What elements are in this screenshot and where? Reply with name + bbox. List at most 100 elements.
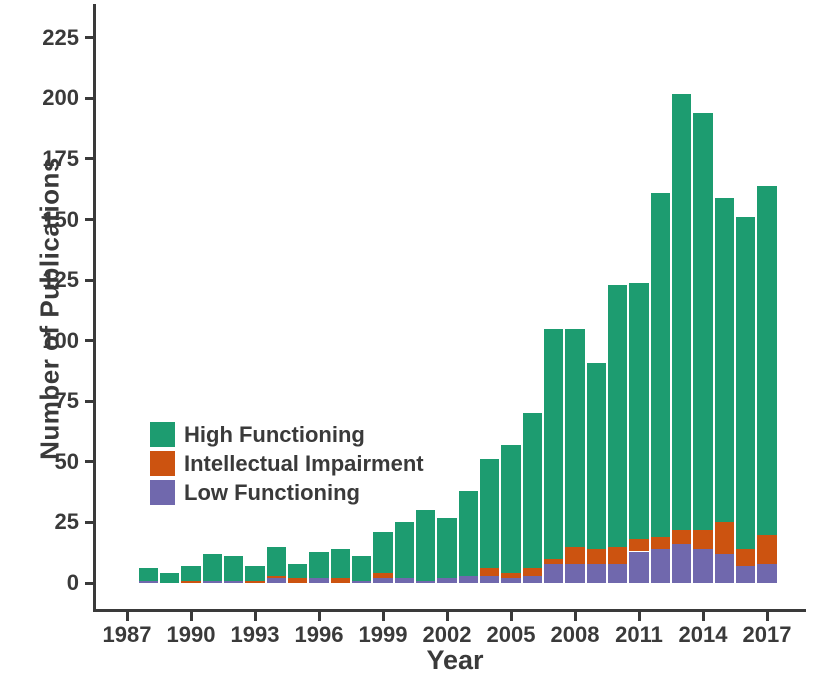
- bar-segment-2008-high-functioning: [565, 328, 585, 547]
- x-axis-tick-label: 2005: [486, 622, 536, 647]
- bar-segment-1994-intellectual-impairment: [266, 575, 287, 579]
- bar-segment-2008-low-functioning: [565, 563, 585, 583]
- bar-segment-2010-intellectual-impairment: [607, 546, 628, 564]
- y-axis-tick: [85, 36, 93, 40]
- bar-segment-2014-high-functioning: [693, 112, 713, 530]
- x-axis-tick-label: 1993: [230, 622, 280, 647]
- bar-segment-2015-low-functioning: [714, 553, 735, 583]
- y-axis-tick: [85, 278, 93, 282]
- y-axis-tick: [85, 399, 93, 403]
- bar-segment-2001-low-functioning: [415, 580, 436, 583]
- x-axis-tick-label: 1987: [102, 622, 152, 647]
- x-axis-tick: [445, 612, 449, 621]
- x-axis-tick-label: 2014: [678, 622, 728, 647]
- y-axis-tick: [85, 96, 93, 100]
- y-axis-tick: [85, 157, 93, 161]
- bar-segment-1990-intellectual-impairment: [181, 580, 201, 583]
- bar-segment-2000-low-functioning: [394, 578, 415, 583]
- bar-segment-1988-low-functioning: [138, 580, 159, 583]
- bar-segment-2016-intellectual-impairment: [735, 549, 756, 567]
- bar-segment-2004-high-functioning: [479, 459, 500, 569]
- x-axis-tick-label: 2008: [550, 622, 600, 647]
- bar-segment-1999-low-functioning: [373, 578, 393, 583]
- y-axis-tick: [85, 339, 93, 343]
- legend-label-high-functioning: High Functioning: [184, 421, 365, 447]
- bar-segment-2012-low-functioning: [650, 549, 671, 583]
- x-axis-tick: [317, 612, 321, 621]
- bar-segment-2011-high-functioning: [629, 282, 649, 540]
- x-axis-tick: [765, 612, 769, 621]
- bar-segment-2017-intellectual-impairment: [757, 534, 777, 564]
- y-axis-tick-label: 175: [42, 145, 79, 171]
- bar-segment-2010-low-functioning: [607, 563, 628, 583]
- bar-segment-2001-high-functioning: [415, 510, 436, 581]
- bar-segment-2017-high-functioning: [757, 185, 777, 535]
- y-axis-tick-label: 75: [54, 388, 79, 414]
- bar-segment-1991-high-functioning: [202, 553, 223, 581]
- bar-segment-2005-intellectual-impairment: [501, 573, 521, 579]
- bar-segment-1997-high-functioning: [330, 549, 351, 579]
- bar-segment-2003-high-functioning: [458, 490, 479, 576]
- y-axis-tick-label: 125: [42, 267, 79, 293]
- bar-segment-2003-low-functioning: [458, 575, 479, 583]
- x-axis-tick: [637, 612, 641, 621]
- y-axis-tick: [85, 581, 93, 585]
- bar-segment-2005-low-functioning: [501, 578, 521, 583]
- x-axis-tick-label: 2002: [422, 622, 472, 647]
- bar-segment-2014-low-functioning: [693, 549, 713, 583]
- y-axis-line: [93, 4, 96, 612]
- bar-segment-2009-high-functioning: [586, 362, 607, 550]
- bar-segment-1995-high-functioning: [287, 563, 308, 579]
- bar-segment-2007-intellectual-impairment: [543, 558, 564, 564]
- bar-segment-1999-intellectual-impairment: [373, 573, 393, 579]
- x-axis-tick: [509, 612, 513, 621]
- bar-segment-2013-high-functioning: [671, 93, 692, 530]
- bar-segment-2013-low-functioning: [671, 544, 692, 583]
- y-axis-tick-label: 50: [54, 448, 79, 474]
- legend-swatch-low-functioning: [150, 480, 175, 505]
- x-axis-line: [93, 609, 806, 612]
- bar-segment-1995-intellectual-impairment: [287, 578, 308, 583]
- x-axis-tick-label: 1990: [166, 622, 216, 647]
- bar-segment-1994-low-functioning: [266, 578, 287, 583]
- bar-segment-2008-intellectual-impairment: [565, 546, 585, 564]
- legend-swatch-high-functioning: [150, 422, 175, 447]
- bar-segment-2011-low-functioning: [629, 551, 649, 583]
- x-axis-tick: [573, 612, 577, 621]
- bar-segment-2002-high-functioning: [437, 517, 457, 579]
- bar-segment-1992-low-functioning: [223, 580, 244, 583]
- x-axis-tick-label: 2011: [615, 622, 663, 647]
- x-axis-tick: [189, 612, 193, 621]
- bar-segment-1998-high-functioning: [351, 556, 372, 581]
- bar-segment-1990-high-functioning: [181, 566, 201, 581]
- bar-segment-1993-high-functioning: [245, 566, 265, 581]
- bar-segment-2015-high-functioning: [714, 197, 735, 523]
- x-axis-tick: [125, 612, 129, 621]
- x-axis-tick-label: 1996: [294, 622, 344, 647]
- y-axis-tick: [85, 218, 93, 222]
- legend-label-low-functioning: Low Functioning: [184, 479, 360, 505]
- bar-segment-2011-intellectual-impairment: [629, 539, 649, 552]
- bar-segment-2004-low-functioning: [479, 575, 500, 583]
- bar-segment-1998-low-functioning: [351, 580, 372, 583]
- bar-segment-1993-intellectual-impairment: [245, 580, 265, 583]
- bar-segment-2015-intellectual-impairment: [714, 522, 735, 554]
- x-axis-tick-label: 1999: [358, 622, 408, 647]
- bar-segment-1994-high-functioning: [266, 546, 287, 576]
- bar-segment-2004-intellectual-impairment: [479, 568, 500, 576]
- bar-segment-2014-intellectual-impairment: [693, 529, 713, 550]
- legend: High Functioning Intellectual Impairment…: [150, 422, 424, 509]
- x-axis-tick: [701, 612, 705, 621]
- bar-segment-1988-high-functioning: [138, 568, 159, 581]
- x-axis-tick: [253, 612, 257, 621]
- bar-segment-1999-high-functioning: [373, 532, 393, 574]
- x-axis-title: Year: [426, 645, 484, 675]
- legend-label-intellectual-impairment: Intellectual Impairment: [184, 450, 424, 476]
- legend-item-high-functioning: High Functioning: [150, 422, 424, 447]
- y-axis-tick: [85, 460, 93, 464]
- bar-segment-1992-high-functioning: [223, 556, 244, 581]
- y-axis-tick-label: 0: [66, 570, 79, 595]
- y-axis-tick-label: 225: [42, 24, 79, 50]
- y-axis-tick-label: 100: [42, 327, 79, 353]
- bar-segment-2006-low-functioning: [522, 575, 543, 583]
